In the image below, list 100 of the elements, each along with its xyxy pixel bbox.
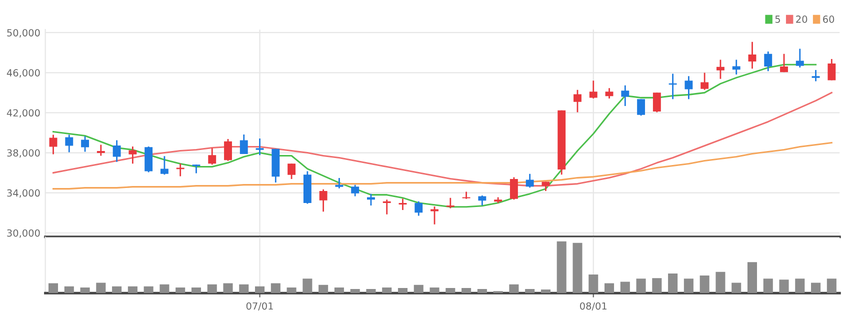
candlestick	[367, 193, 375, 206]
candlestick	[81, 136, 89, 152]
candlestick	[510, 176, 518, 200]
candlestick	[812, 69, 820, 82]
bar	[795, 278, 805, 294]
bar	[286, 287, 296, 294]
bar	[636, 278, 646, 294]
candlestick	[65, 134, 74, 153]
y-tick-label: 34,000	[7, 189, 40, 198]
candlestick	[176, 162, 184, 177]
bar	[652, 278, 662, 294]
candlestick	[589, 80, 598, 100]
bar	[64, 286, 74, 294]
candlestick	[398, 198, 407, 211]
y-tick-label: 50,000	[7, 29, 40, 38]
bar	[556, 241, 566, 294]
bar	[366, 288, 376, 294]
bar	[525, 288, 535, 294]
bar	[176, 287, 186, 294]
bar	[700, 276, 710, 294]
legend-label: 20	[796, 16, 808, 23]
legend-label: 60	[823, 16, 834, 23]
bar	[302, 278, 312, 294]
candlestick	[240, 134, 248, 155]
candlestick	[828, 58, 836, 81]
candlestick	[780, 53, 788, 73]
bar	[747, 262, 758, 294]
y-tick-label: 30,000	[7, 229, 40, 238]
bar	[112, 286, 122, 294]
candlestick	[652, 92, 661, 113]
candlestick	[319, 188, 328, 212]
bar	[398, 288, 408, 294]
bar	[811, 282, 821, 294]
bar	[239, 284, 249, 294]
candlestick	[96, 144, 105, 156]
candlestick	[446, 197, 454, 209]
candlestick	[764, 50, 772, 72]
bar	[223, 283, 233, 294]
candlestick	[430, 206, 438, 226]
candlestick	[478, 194, 486, 206]
bar	[430, 287, 440, 294]
bar	[588, 274, 598, 294]
bar	[270, 283, 280, 294]
bar	[604, 283, 614, 294]
bar	[477, 288, 487, 294]
bar	[716, 272, 726, 294]
candlestick	[700, 72, 709, 91]
candlestick	[256, 138, 264, 156]
candlestick	[288, 162, 296, 180]
bar	[255, 286, 265, 294]
candlestick	[526, 173, 534, 188]
bar	[826, 278, 836, 294]
legend-label: 5	[775, 16, 780, 23]
bar	[191, 287, 201, 294]
bar	[128, 286, 138, 294]
bar	[350, 288, 360, 294]
candlestick	[637, 98, 646, 116]
bar	[334, 287, 344, 294]
candlestick	[621, 84, 630, 107]
candlestick	[574, 89, 582, 113]
bar	[207, 284, 217, 294]
bar	[80, 287, 90, 294]
bar	[572, 242, 582, 294]
candlestick	[605, 87, 614, 100]
candlestick	[224, 138, 232, 162]
candlestick	[49, 134, 58, 155]
bar	[732, 282, 742, 294]
x-tick-label: 08/01	[580, 302, 606, 310]
bar	[446, 288, 456, 294]
bar	[779, 280, 789, 294]
bar	[160, 284, 170, 294]
y-tick-label: 42,000	[6, 109, 40, 118]
candlestick	[112, 140, 121, 163]
bar	[620, 282, 630, 294]
bar	[684, 278, 694, 294]
bar	[414, 284, 424, 294]
bar	[382, 287, 392, 294]
bar	[763, 278, 773, 294]
x-tick-label: 07/01	[246, 302, 273, 310]
y-tick-label: 38,000	[7, 149, 40, 158]
bar	[509, 284, 519, 294]
y-tick-label: 46,000	[6, 69, 40, 78]
bar	[318, 284, 328, 294]
candlestick	[462, 191, 470, 200]
bar	[96, 282, 106, 294]
candlestick	[208, 147, 216, 166]
candlestick	[684, 75, 693, 100]
candlestick	[796, 48, 804, 68]
bar	[144, 286, 154, 294]
candlestick	[748, 41, 756, 70]
candlestick	[128, 146, 137, 164]
candlestick	[335, 177, 344, 190]
bar	[462, 288, 472, 294]
candlestick	[716, 59, 724, 80]
candlestick	[414, 200, 423, 216]
candlestick	[160, 155, 168, 176]
candlestick	[351, 184, 360, 197]
bar	[48, 283, 58, 294]
bar	[540, 290, 550, 294]
bar	[668, 273, 678, 294]
